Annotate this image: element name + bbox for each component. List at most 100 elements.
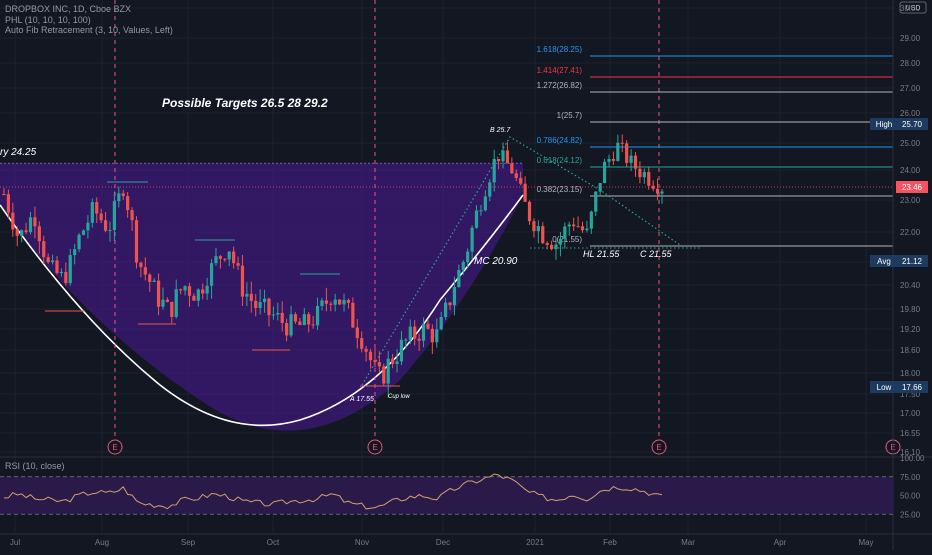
candle: [355, 319, 359, 349]
candle-body: [377, 362, 381, 367]
rsi-legend[interactable]: RSI (10, close): [5, 461, 65, 471]
candle: [24, 222, 28, 235]
candle-body: [430, 328, 434, 343]
candle: [430, 324, 434, 354]
candle: [240, 254, 245, 306]
time-tick-label: Oct: [267, 538, 280, 547]
candle: [510, 157, 514, 174]
candle-body: [474, 210, 479, 228]
candle: [382, 363, 386, 386]
candle: [404, 338, 408, 349]
candle-body: [351, 302, 355, 328]
candle: [426, 319, 430, 330]
time-tick-label: Aug: [95, 538, 109, 547]
candle: [11, 202, 15, 237]
candle: [448, 301, 452, 310]
candle-body: [249, 293, 253, 301]
candle-body: [183, 286, 187, 291]
candle-body: [373, 360, 377, 363]
candle-body: [179, 289, 183, 291]
earnings-marker: E: [367, 439, 383, 455]
candle-body: [262, 298, 267, 302]
candle: [501, 142, 505, 169]
time-tick-label: Apr: [774, 538, 787, 547]
candle-body: [276, 312, 280, 315]
candle-body: [289, 314, 293, 336]
candle-body: [134, 220, 139, 263]
b-point-label: B 25.7: [490, 127, 511, 134]
earnings-circle: [107, 439, 123, 455]
fib-level-label: 1.618(28.25): [537, 45, 583, 54]
fib-level-label: 0(21.55): [552, 235, 582, 244]
candle: [245, 282, 249, 307]
candle-body: [602, 161, 607, 183]
symbol-legend[interactable]: DROPBOX INC, 1D, Cboe BZX: [5, 4, 132, 14]
rsi-tick-label: 25.00: [900, 510, 921, 519]
candle-body: [391, 358, 395, 364]
candle: [293, 312, 298, 324]
candle: [192, 293, 196, 301]
candle: [417, 333, 421, 351]
earnings-label: E: [372, 443, 377, 452]
rsi-band: [0, 476, 893, 515]
candle-body: [192, 295, 196, 301]
candle-body: [112, 201, 117, 231]
candle-body: [497, 158, 501, 162]
targets-annotation: Possible Targets 26.5 28 29.2: [162, 96, 328, 110]
candle: [461, 259, 465, 275]
candle-body: [99, 213, 103, 221]
candle-body: [549, 244, 554, 250]
candle-body: [209, 263, 214, 286]
candle: [435, 318, 439, 348]
candle: [532, 218, 536, 238]
candle: [633, 152, 638, 177]
candle: [90, 198, 94, 228]
avg-badge-label-bg: [870, 255, 898, 267]
candle-body: [108, 230, 112, 232]
candle: [2, 188, 6, 196]
candle: [576, 216, 580, 228]
candle-body: [386, 358, 390, 384]
fib-indicator-legend[interactable]: Auto Fib Retracement (3, 10, Values, Lef…: [5, 25, 173, 35]
candle-body: [408, 326, 412, 340]
candle-body: [435, 329, 439, 343]
candle-body: [483, 196, 487, 211]
avg-badge: Avg 21.12: [870, 255, 928, 267]
candle-body: [81, 230, 86, 235]
time-tick-label: 2021: [526, 538, 544, 547]
avg-badge-value: 21.12: [902, 257, 923, 266]
price-tick-label: 18.00: [900, 369, 921, 378]
candle: [519, 171, 523, 186]
candle: [258, 289, 262, 315]
candle: [567, 221, 571, 236]
candle: [386, 350, 390, 398]
candle: [408, 319, 412, 344]
candle: [647, 167, 651, 190]
phl-indicator-legend[interactable]: PHL (10, 10, 10, 100): [5, 15, 91, 25]
price-tick-label: 30.00: [900, 4, 921, 13]
candle: [320, 297, 324, 311]
candle: [68, 248, 72, 286]
candle: [276, 302, 280, 321]
candle-body: [293, 314, 298, 322]
candle-body: [205, 285, 209, 294]
candle-body: [576, 226, 580, 228]
candle: [174, 279, 178, 319]
price-tick-label: 17.00: [900, 409, 921, 418]
candle-body: [86, 222, 90, 231]
candle: [33, 206, 37, 239]
candle: [232, 246, 236, 269]
candle: [209, 259, 214, 299]
candle: [594, 190, 598, 217]
candle: [413, 320, 417, 346]
high-badge-value-bg: [896, 118, 928, 130]
candle-body: [439, 316, 443, 330]
candle: [254, 293, 258, 317]
entry-annotation: ry 24.25: [0, 147, 37, 158]
candle-body: [315, 305, 320, 326]
candle-body: [121, 193, 125, 197]
candle-body: [320, 300, 324, 306]
trend-line: [361, 136, 681, 386]
